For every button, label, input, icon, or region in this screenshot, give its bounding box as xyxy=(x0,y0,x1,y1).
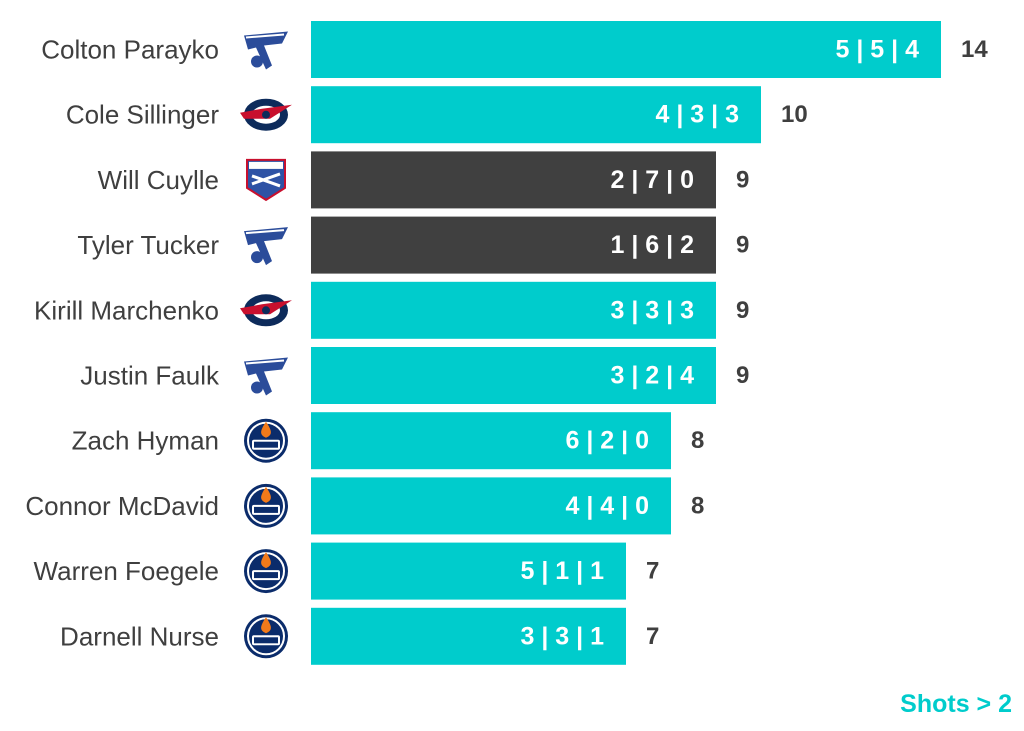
bar-breakdown-label: 4 | 4 | 0 xyxy=(566,492,649,520)
bar xyxy=(311,151,716,209)
blue-jackets-logo-icon xyxy=(240,98,292,131)
bar xyxy=(311,477,671,535)
bar xyxy=(311,216,716,274)
bar-breakdown-label: 5 | 1 | 1 xyxy=(521,557,605,585)
bar-total-label: 9 xyxy=(736,232,749,259)
bar-total-label: 14 xyxy=(961,36,988,63)
oilers-logo-icon xyxy=(244,549,288,594)
bar-total-label: 7 xyxy=(646,623,659,650)
oilers-logo-icon xyxy=(244,418,288,463)
bar-total-label: 9 xyxy=(736,362,749,389)
player-name-label: Kirill Marchenko xyxy=(34,295,219,325)
bar-breakdown-label: 5 | 5 | 4 xyxy=(836,36,920,64)
bar-total-label: 10 xyxy=(781,101,808,128)
player-name-label: Tyler Tucker xyxy=(77,230,219,260)
bar xyxy=(311,21,941,78)
bar-total-label: 8 xyxy=(691,492,704,519)
bar-breakdown-label: 1 | 6 | 2 xyxy=(611,231,694,259)
bar-breakdown-label: 2 | 7 | 0 xyxy=(611,166,694,194)
player-name-label: Justin Faulk xyxy=(80,361,220,391)
bar xyxy=(311,542,626,600)
blue-jackets-logo-icon xyxy=(240,294,292,327)
bar xyxy=(311,607,626,665)
bar xyxy=(311,86,761,144)
bar-breakdown-label: 3 | 3 | 3 xyxy=(611,296,694,324)
blues-logo-icon xyxy=(244,227,288,266)
bar xyxy=(311,347,716,404)
blues-logo-icon xyxy=(244,357,288,396)
bar-total-label: 9 xyxy=(736,297,749,324)
player-name-label: Colton Parayko xyxy=(41,35,219,65)
oilers-logo-icon xyxy=(244,614,288,659)
bar-total-label: 8 xyxy=(691,427,704,454)
player-name-label: Zach Hyman xyxy=(72,426,219,456)
bar xyxy=(311,412,671,470)
bar-breakdown-label: 3 | 3 | 1 xyxy=(521,622,605,650)
bar-total-label: 9 xyxy=(736,166,749,193)
player-name-label: Will Cuylle xyxy=(98,165,219,195)
bar-breakdown-label: 6 | 2 | 0 xyxy=(566,427,649,455)
bar-breakdown-label: 3 | 2 | 4 xyxy=(611,362,695,390)
player-name-label: Connor McDavid xyxy=(25,491,219,521)
bar xyxy=(311,281,716,339)
footnote: Shots > 2 xyxy=(900,690,1012,718)
player-name-label: Warren Foegele xyxy=(34,556,219,586)
oilers-logo-icon xyxy=(244,483,288,528)
bar-total-label: 7 xyxy=(646,558,659,585)
bar-breakdown-label: 4 | 3 | 3 xyxy=(656,101,739,129)
blues-logo-icon xyxy=(244,31,288,70)
bar-chart: Colton Parayko 5 | 5 | 4 14 Cole Sillinger 4… xyxy=(25,21,988,665)
player-name-label: Darnell Nurse xyxy=(60,621,219,651)
player-name-label: Cole Sillinger xyxy=(66,100,220,130)
rangers-logo-icon xyxy=(246,158,286,202)
